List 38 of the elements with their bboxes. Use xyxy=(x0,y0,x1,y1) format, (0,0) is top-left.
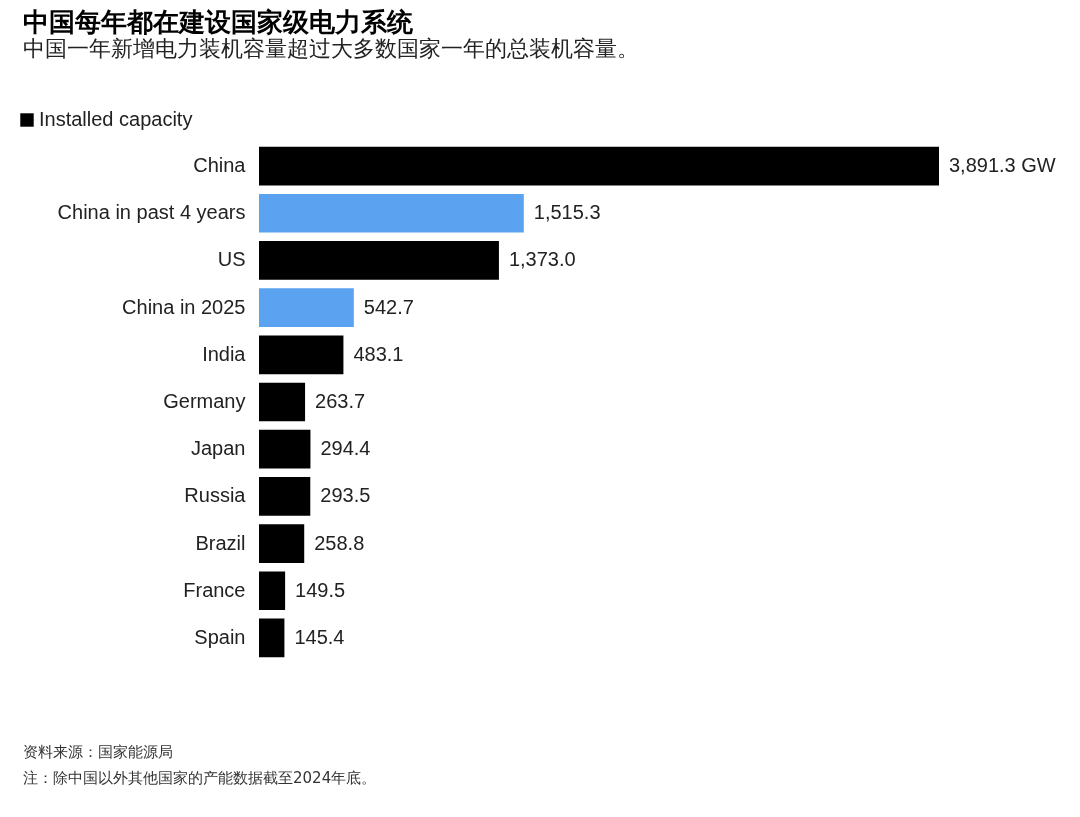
bar xyxy=(259,524,305,563)
text: 注：除中国以外其他国家的产能数据截至2024年底。 xyxy=(23,769,377,787)
bar xyxy=(259,288,354,327)
data-label: 145.4 xyxy=(294,625,345,648)
data-label: 1,515.3 xyxy=(533,201,601,224)
y-tick-label: US xyxy=(217,248,246,271)
y-tick-label: Japan xyxy=(191,437,246,460)
text: 资料来源：国家能源局 xyxy=(23,743,173,761)
y-tick-label: Spain xyxy=(194,625,246,648)
chart-subtitle: 中国一年新增电力装机容量超过大多数国家一年的总装机容量。 xyxy=(23,36,639,61)
bar xyxy=(259,618,285,658)
data-label: 294.4 xyxy=(320,437,371,460)
y-tick-label: China xyxy=(193,154,247,177)
bar xyxy=(259,429,311,469)
data-label: 1,373.0 xyxy=(508,248,576,271)
y-tick-label: China in 2025 xyxy=(122,295,246,318)
bar xyxy=(259,241,499,280)
data-label: 293.5 xyxy=(320,484,371,507)
bar xyxy=(259,335,344,375)
y-tick-label: Brazil xyxy=(195,531,246,554)
data-label: 3,891.3 GW xyxy=(949,154,1056,177)
data-label: 483.1 xyxy=(353,342,404,365)
y-tick-label: Germany xyxy=(163,390,246,412)
y-tick-label: Russia xyxy=(184,484,247,507)
data-label: 542.7 xyxy=(363,295,414,318)
legend-label: Installed capacity xyxy=(39,108,193,130)
data-label: 258.8 xyxy=(314,531,365,554)
bar xyxy=(259,193,524,233)
data-label: 263.7 xyxy=(315,390,366,412)
bar xyxy=(259,571,286,611)
chart-title: 中国每年都在建设国家级电力系统 xyxy=(23,7,414,37)
bar xyxy=(259,146,939,186)
bar xyxy=(259,382,306,422)
bar xyxy=(259,477,311,516)
y-tick-label: India xyxy=(202,342,247,365)
data-label: 149.5 xyxy=(295,578,346,601)
y-tick-label: France xyxy=(183,578,246,601)
y-tick-label: China in past 4 years xyxy=(57,201,246,224)
